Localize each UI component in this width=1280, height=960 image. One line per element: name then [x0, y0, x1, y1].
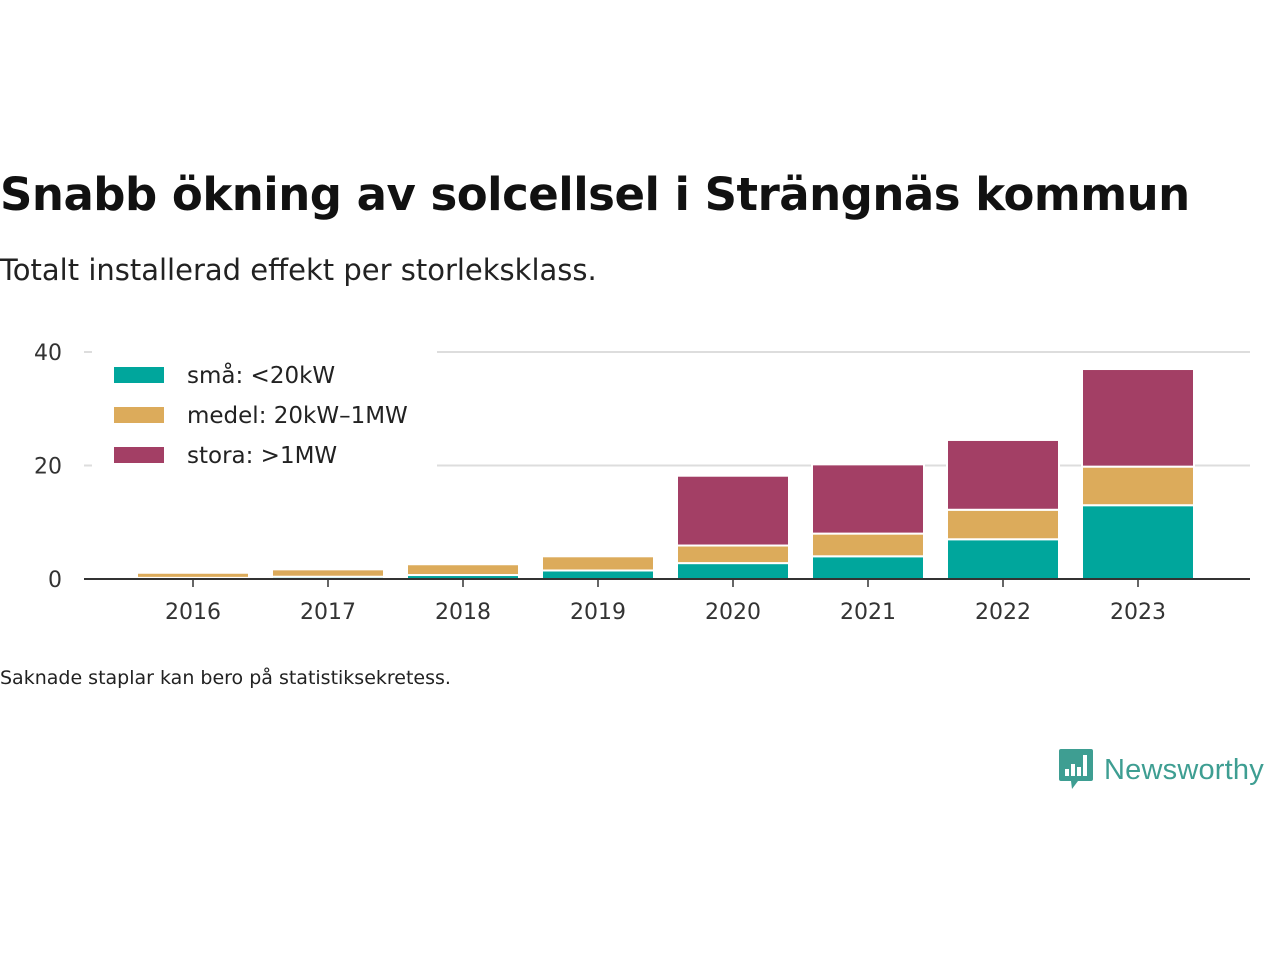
y-tick-label: 40 — [34, 341, 62, 366]
legend: små: <20kW medel: 20kW–1MW stora: >1MW — [92, 350, 437, 470]
legend-label-1: medel: 20kW–1MW — [187, 403, 408, 429]
bar-segment-2020-series-1 — [676, 544, 790, 565]
brand-logo[interactable]: Newsworthy — [1058, 747, 1264, 793]
chart-title: Snabb ökning av solcellsel i Strängnäs k… — [0, 168, 1190, 221]
bar-segment-2018-series-1 — [406, 563, 520, 577]
bar-segment-2020-series-2 — [676, 474, 790, 547]
x-tick-label: 2016 — [165, 600, 221, 625]
x-tick-label: 2023 — [1110, 600, 1166, 625]
chart-subtitle: Totalt installerad effekt per storlekskl… — [0, 253, 597, 287]
legend-swatch-2 — [114, 447, 164, 463]
legend-swatch-0 — [114, 367, 164, 383]
x-tick-label: 2021 — [840, 600, 896, 625]
brand-name: Newsworthy — [1104, 753, 1264, 786]
x-tick-label: 2018 — [435, 600, 491, 625]
bar-segment-2022-series-1 — [946, 508, 1060, 541]
bar-segment-2017-series-1 — [271, 568, 385, 578]
bar-segment-2019-series-0 — [541, 569, 655, 581]
bar-segment-2019-series-1 — [541, 555, 655, 572]
x-tick-label: 2020 — [705, 600, 761, 625]
bar-segment-2020-series-0 — [676, 562, 790, 581]
bar-segment-2023-series-0 — [1081, 504, 1195, 581]
legend-label-2: stora: >1MW — [187, 443, 337, 469]
bar-segment-2016-series-1 — [136, 571, 250, 579]
stacked-bar-chart: 0 20 40 2016 2017 2018 2019 2020 2021 2022 2023 sm… — [34, 341, 1250, 625]
bar-segment-2021-series-1 — [811, 532, 925, 558]
bar-segment-2022-series-0 — [946, 538, 1060, 580]
legend-swatch-1 — [114, 407, 164, 423]
axis-layer: 0 20 40 2016 2017 2018 2019 2020 2021 2022 2023 — [34, 341, 1250, 625]
x-tick-label: 2022 — [975, 600, 1031, 625]
bar-segment-2023-series-1 — [1081, 465, 1195, 507]
bars-layer — [136, 368, 1195, 581]
bar-segment-2021-series-0 — [811, 555, 925, 581]
y-tick-label: 0 — [48, 568, 62, 593]
footnote: Saknade staplar kan bero på statistiksek… — [0, 667, 451, 689]
bar-segment-2022-series-2 — [946, 438, 1060, 511]
x-tick-label: 2017 — [300, 600, 356, 625]
bar-segment-2021-series-2 — [811, 463, 925, 535]
legend-label-0: små: <20kW — [187, 361, 335, 389]
x-tick-label: 2019 — [570, 600, 626, 625]
newsworthy-logo-icon — [1059, 749, 1093, 789]
y-tick-label: 20 — [34, 455, 62, 480]
bar-segment-2023-series-2 — [1081, 368, 1195, 468]
